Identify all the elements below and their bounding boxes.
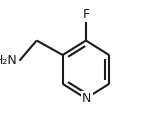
Text: F: F [82, 8, 89, 21]
Text: N: N [82, 92, 91, 105]
Text: H₂N: H₂N [0, 54, 18, 67]
